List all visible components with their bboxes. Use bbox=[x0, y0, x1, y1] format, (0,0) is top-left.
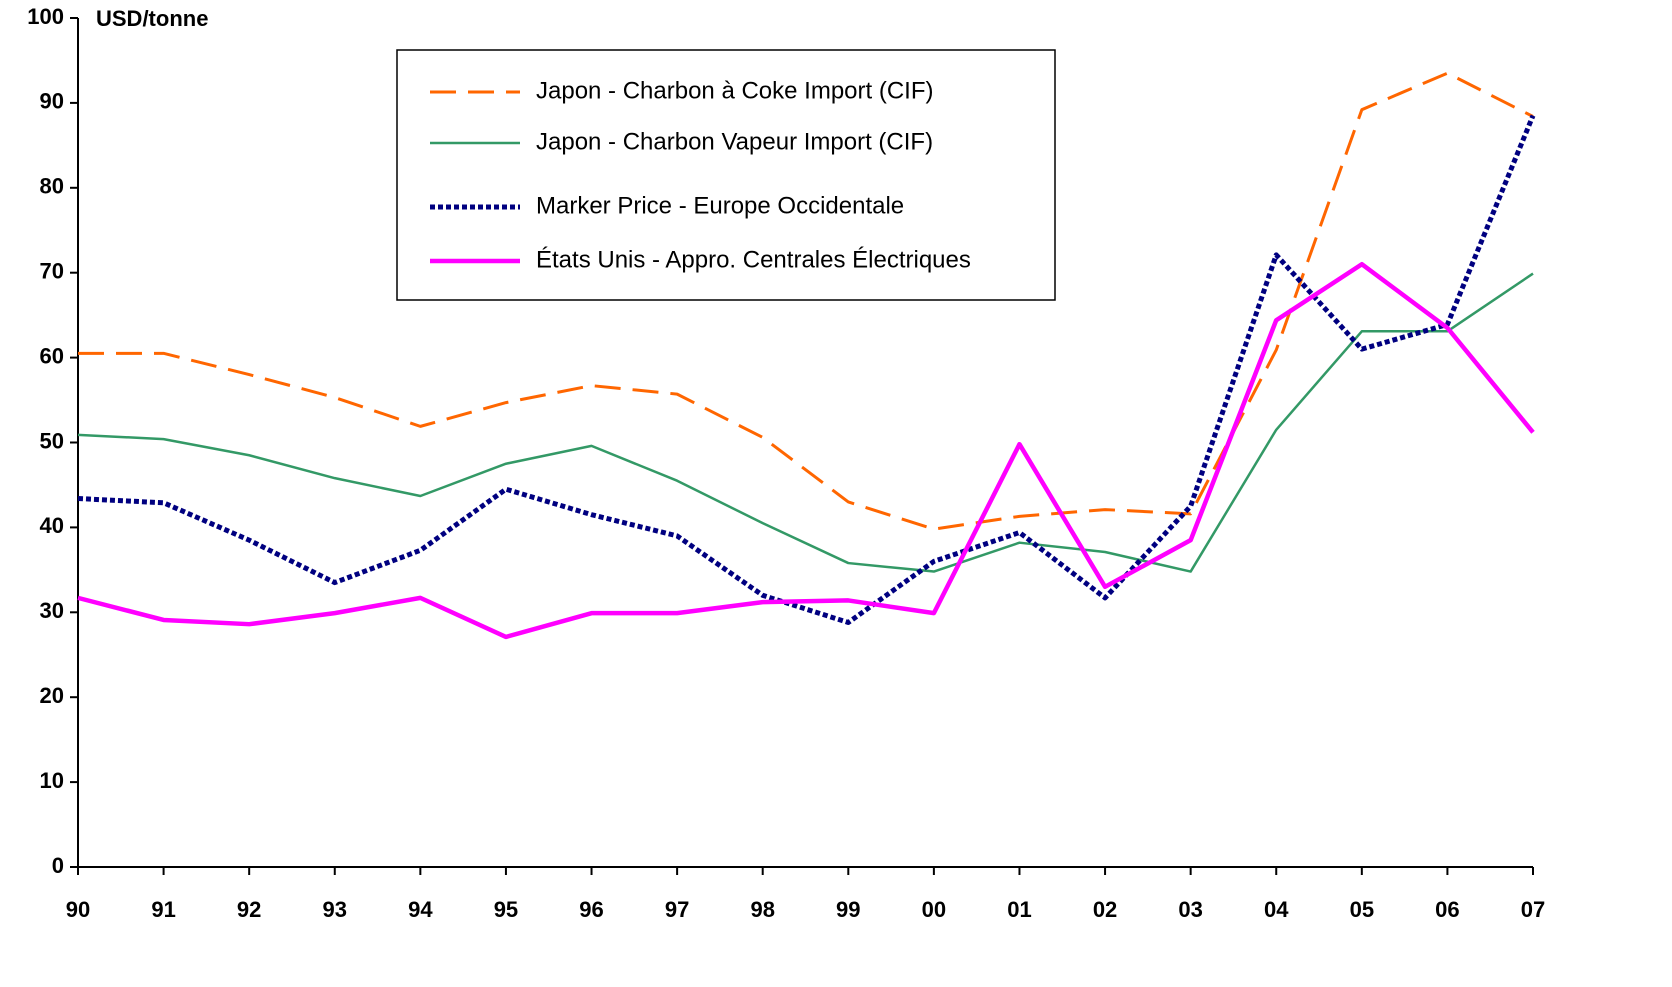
y-tick-label: 100 bbox=[27, 4, 64, 29]
x-tick-label: 96 bbox=[579, 897, 603, 922]
y-tick-label: 50 bbox=[40, 428, 64, 453]
legend-label: États Unis - Appro. Centrales Électrique… bbox=[536, 246, 971, 273]
legend-label: Marker Price - Europe Occidentale bbox=[536, 192, 904, 219]
y-tick-label: 30 bbox=[40, 598, 64, 623]
y-tick-label: 70 bbox=[40, 259, 64, 284]
x-tick-label: 02 bbox=[1093, 897, 1117, 922]
x-tick-label: 04 bbox=[1264, 897, 1289, 922]
y-tick-label: 80 bbox=[40, 174, 64, 199]
series-line bbox=[77, 261, 1535, 640]
x-tick-label: 91 bbox=[151, 897, 175, 922]
x-tick-label: 01 bbox=[1007, 897, 1031, 922]
y-tick-label: 10 bbox=[40, 768, 64, 793]
x-tick-label: 00 bbox=[922, 897, 946, 922]
y-tick-label: 20 bbox=[40, 683, 64, 708]
series-line bbox=[77, 272, 1534, 573]
x-tick-label: 92 bbox=[237, 897, 261, 922]
x-tick-label: 98 bbox=[750, 897, 774, 922]
y-tick-label: 0 bbox=[52, 853, 64, 878]
x-tick-label: 95 bbox=[494, 897, 518, 922]
x-tick-label: 97 bbox=[665, 897, 689, 922]
x-tick-label: 99 bbox=[836, 897, 860, 922]
x-tick-label: 94 bbox=[408, 897, 433, 922]
x-tick-label: 03 bbox=[1178, 897, 1202, 922]
x-tick-label: 06 bbox=[1435, 897, 1459, 922]
y-tick-label: 40 bbox=[40, 513, 64, 538]
y-tick-label: 90 bbox=[40, 89, 64, 114]
x-tick-label: 07 bbox=[1521, 897, 1545, 922]
legend-label: Japon - Charbon à Coke Import (CIF) bbox=[536, 77, 934, 104]
x-tick-label: 93 bbox=[323, 897, 347, 922]
y-axis-label: USD/tonne bbox=[96, 6, 208, 31]
x-tick-label: 05 bbox=[1350, 897, 1374, 922]
y-tick-label: 60 bbox=[40, 343, 64, 368]
x-tick-label: 90 bbox=[66, 897, 90, 922]
series-line bbox=[77, 114, 1536, 625]
legend-label: Japon - Charbon Vapeur Import (CIF) bbox=[536, 128, 933, 155]
